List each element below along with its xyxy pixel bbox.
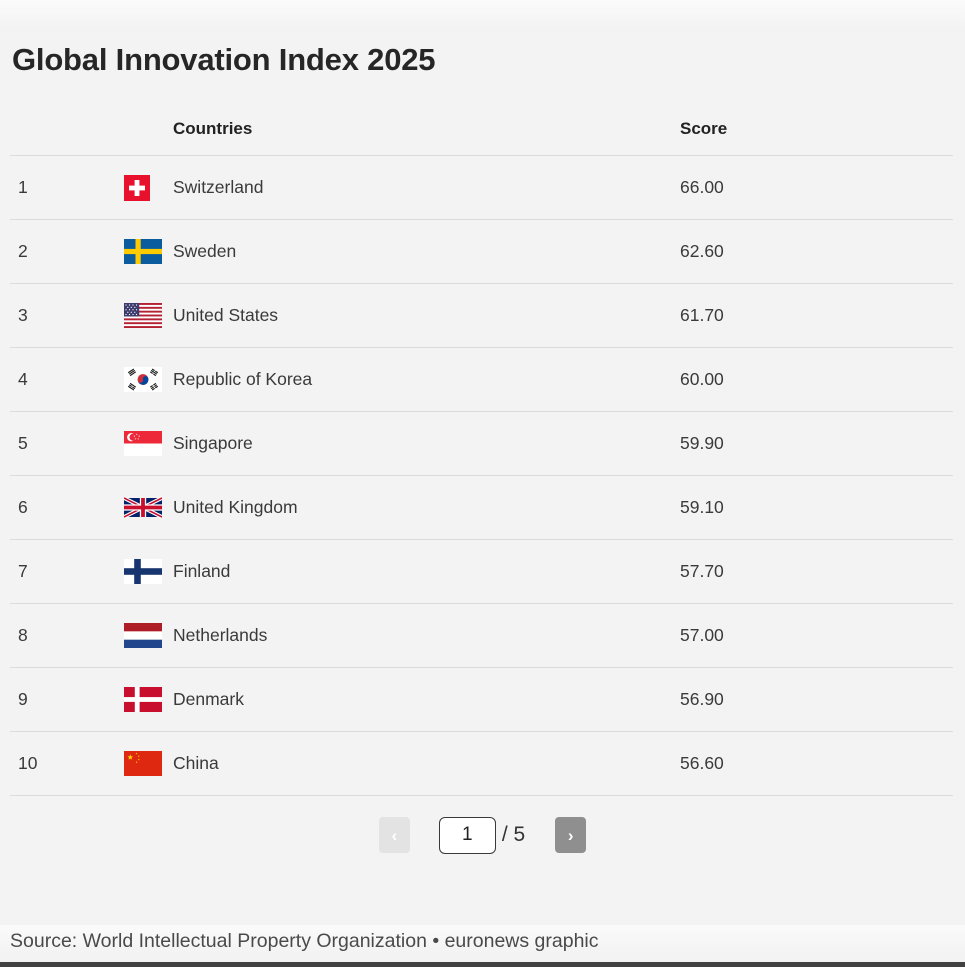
country-name: Finland: [173, 561, 231, 581]
table-row: 2 Sweden 62.60: [10, 220, 953, 284]
china-flag-icon: [124, 751, 162, 776]
page-number-input[interactable]: [438, 816, 496, 854]
united-states-flag-icon: [124, 303, 162, 328]
rank-cell: 2: [18, 241, 28, 261]
rank-cell: 7: [18, 561, 28, 581]
score-cell: 61.70: [680, 305, 724, 325]
score-cell: 57.00: [680, 625, 724, 645]
country-name: Republic of Korea: [173, 369, 313, 389]
rank-cell: 3: [18, 305, 28, 325]
denmark-flag-icon: [124, 687, 162, 712]
republic-of-korea-flag-icon: [124, 367, 162, 392]
score-cell: 59.90: [680, 433, 724, 453]
pagination: ‹ / 5 ›: [0, 816, 965, 854]
chevron-right-icon: ›: [567, 825, 574, 845]
table-row: 3 United States: [10, 284, 953, 348]
country-name: Denmark: [173, 689, 244, 709]
table-row: 9 Denmark 56.90: [10, 668, 953, 732]
rank-cell: 4: [18, 369, 28, 389]
score-cell: 62.60: [680, 241, 724, 261]
country-name: Netherlands: [173, 625, 268, 645]
source-credit: Source: World Intellectual Property Orga…: [10, 930, 599, 952]
country-name: United States: [173, 305, 279, 325]
page-title: Global Innovation Index 2025: [12, 42, 436, 77]
country-name: China: [173, 753, 219, 773]
country-name: United Kingdom: [173, 497, 298, 517]
table-row: 4: [10, 348, 953, 412]
rank-cell: 1: [18, 177, 28, 197]
table-row: 5 Singapore 59.90: [10, 412, 953, 476]
finland-flag-icon: [124, 559, 162, 584]
score-cell: 66.00: [680, 177, 724, 197]
country-name: Switzerland: [173, 177, 264, 197]
next-page-button[interactable]: ›: [555, 817, 587, 853]
united-kingdom-flag-icon: [124, 496, 162, 519]
rank-cell: 6: [18, 497, 28, 517]
score-column-header: Score: [680, 119, 728, 138]
rank-cell: 5: [18, 433, 28, 453]
score-cell: 59.10: [680, 497, 724, 517]
country-name: Sweden: [173, 241, 237, 261]
score-cell: 56.90: [680, 689, 724, 709]
score-cell: 56.60: [680, 753, 724, 773]
table-row: 6 United Kingdom 59.10: [10, 476, 953, 540]
switzerland-flag-icon: [124, 174, 150, 201]
table-row: 1 Switzerland 66.00: [10, 156, 953, 220]
sweden-flag-icon: [124, 239, 162, 264]
score-cell: 57.70: [680, 561, 724, 581]
countries-column-header: Countries: [173, 119, 253, 138]
bottom-strip: [0, 962, 965, 967]
country-name: Singapore: [173, 433, 253, 453]
chevron-left-icon: ‹: [391, 825, 398, 845]
table-row: 10 China 56.60: [10, 732, 953, 796]
rank-cell: 10: [18, 753, 38, 773]
rank-cell: 8: [18, 625, 28, 645]
singapore-flag-icon: [124, 431, 162, 456]
total-pages-label: / 5: [501, 823, 526, 846]
rankings-table: Countries Score 1 Switzerland 66.00 2 Sw…: [10, 78, 953, 796]
table-header-row: Countries Score: [10, 78, 953, 156]
table-row: 7 Finland 57.70: [10, 540, 953, 604]
score-cell: 60.00: [680, 369, 724, 389]
previous-page-button[interactable]: ‹: [378, 817, 410, 853]
table-row: 8 Netherlands 57.00: [10, 604, 953, 668]
netherlands-flag-icon: [124, 623, 162, 648]
rank-cell: 9: [18, 689, 28, 709]
